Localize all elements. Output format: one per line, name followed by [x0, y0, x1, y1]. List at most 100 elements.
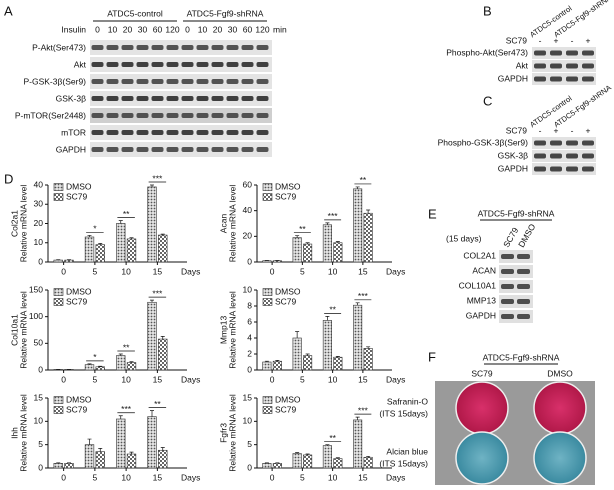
error-bar [275, 360, 280, 362]
blot-band [106, 96, 119, 101]
error-bar [366, 455, 371, 458]
x-tick-label: 10 [121, 374, 131, 384]
bar [272, 260, 282, 263]
blot-band [550, 153, 562, 159]
blot-band [106, 130, 119, 135]
blot-band [582, 50, 594, 56]
blot-band [151, 45, 164, 50]
x-tick-label: 0 [270, 374, 275, 384]
blot-band [550, 50, 562, 56]
row-label: COL10A1 [459, 280, 497, 290]
blot-band [501, 284, 514, 289]
label: SC79 [506, 125, 528, 135]
significance: ** [329, 433, 336, 443]
legend-swatch [262, 193, 273, 201]
y-tick-label: 0 [38, 462, 43, 472]
blot [90, 74, 272, 89]
error-bar [335, 356, 340, 358]
significance: *** [152, 173, 163, 183]
error-bar [295, 235, 300, 238]
blot-band [241, 130, 254, 135]
error-bar [366, 346, 371, 349]
error-bar [129, 237, 134, 239]
blot-band [517, 254, 530, 259]
y-tick-label: 100 [29, 311, 43, 321]
blot-band [136, 79, 149, 84]
significance: *** [328, 211, 339, 221]
x-tick-label: 5 [300, 266, 305, 276]
error-bar [335, 241, 340, 243]
row-label: COL2A1 [463, 250, 496, 260]
gene-label: Acan [218, 214, 228, 234]
column-label: SC79 [471, 368, 493, 378]
x-tick-label: 5 [300, 374, 305, 384]
blot-band [241, 113, 254, 118]
row-label: Akt [516, 60, 529, 70]
blot-band [241, 96, 254, 101]
bar [147, 186, 157, 263]
time-label: 30 [138, 24, 148, 34]
group-label: ATDC5-control [107, 8, 163, 18]
bar [147, 301, 157, 371]
x-axis-label: Days [386, 374, 405, 384]
error-bar [325, 222, 330, 225]
blot [90, 125, 272, 140]
legend-label: DMSO [275, 181, 301, 191]
lane-label: + [586, 35, 591, 45]
legend-swatch [262, 298, 273, 306]
x-tick-label: 0 [270, 266, 275, 276]
blot-band [91, 130, 104, 135]
blot-band [582, 76, 594, 82]
bar [262, 361, 272, 371]
x-axis-label: Days [181, 266, 200, 276]
blot-band [550, 140, 562, 146]
error-bar [150, 410, 154, 417]
blot-band [91, 113, 104, 118]
blot-band [166, 62, 179, 67]
blot-band [91, 79, 104, 84]
blot-band [181, 62, 194, 67]
bar [353, 188, 363, 263]
blot-band [211, 45, 224, 50]
significance: ** [123, 209, 130, 219]
x-tick-label: 0 [61, 472, 66, 482]
y-tick-label: 10 [243, 284, 253, 294]
legend-label: DMSO [66, 181, 92, 191]
bar [303, 355, 313, 371]
label: A [4, 3, 13, 18]
bar [158, 338, 168, 371]
error-bar [160, 447, 165, 451]
x-axis-label: Days [386, 266, 405, 276]
bar [322, 445, 332, 469]
blot-band [181, 79, 194, 84]
legend-label: DMSO [66, 394, 92, 404]
well [455, 431, 509, 485]
blot-band [91, 147, 104, 152]
time-label: 20 [213, 24, 223, 34]
blot-band [181, 45, 194, 50]
blot-band [211, 79, 224, 84]
error-bar [129, 451, 134, 454]
blot-band [91, 62, 104, 67]
blot-band [166, 45, 179, 50]
y-axis-label: Relative mRNA level [18, 291, 28, 369]
y-tick-label: 15 [243, 392, 253, 402]
row-label: GAPDH [498, 163, 528, 173]
error-bar [98, 448, 103, 452]
gene-label: Col2a1 [9, 210, 19, 237]
blot-band [226, 79, 239, 84]
blot [90, 91, 272, 106]
x-tick-label: 5 [300, 472, 305, 482]
stain-label: Safranin-O [387, 396, 428, 406]
x-axis-label: Days [386, 472, 405, 482]
stain-note: (ITS 15days) [379, 458, 428, 468]
error-bar [98, 243, 103, 245]
gene-label: Col10a1 [9, 314, 19, 346]
x-tick-label: 10 [328, 374, 338, 384]
legend-swatch [53, 396, 64, 404]
legend-swatch [262, 288, 273, 296]
blot-band [501, 254, 514, 259]
blot-band [211, 113, 224, 118]
stain-label: Alcian blue [386, 446, 428, 456]
blot-band [226, 147, 239, 152]
